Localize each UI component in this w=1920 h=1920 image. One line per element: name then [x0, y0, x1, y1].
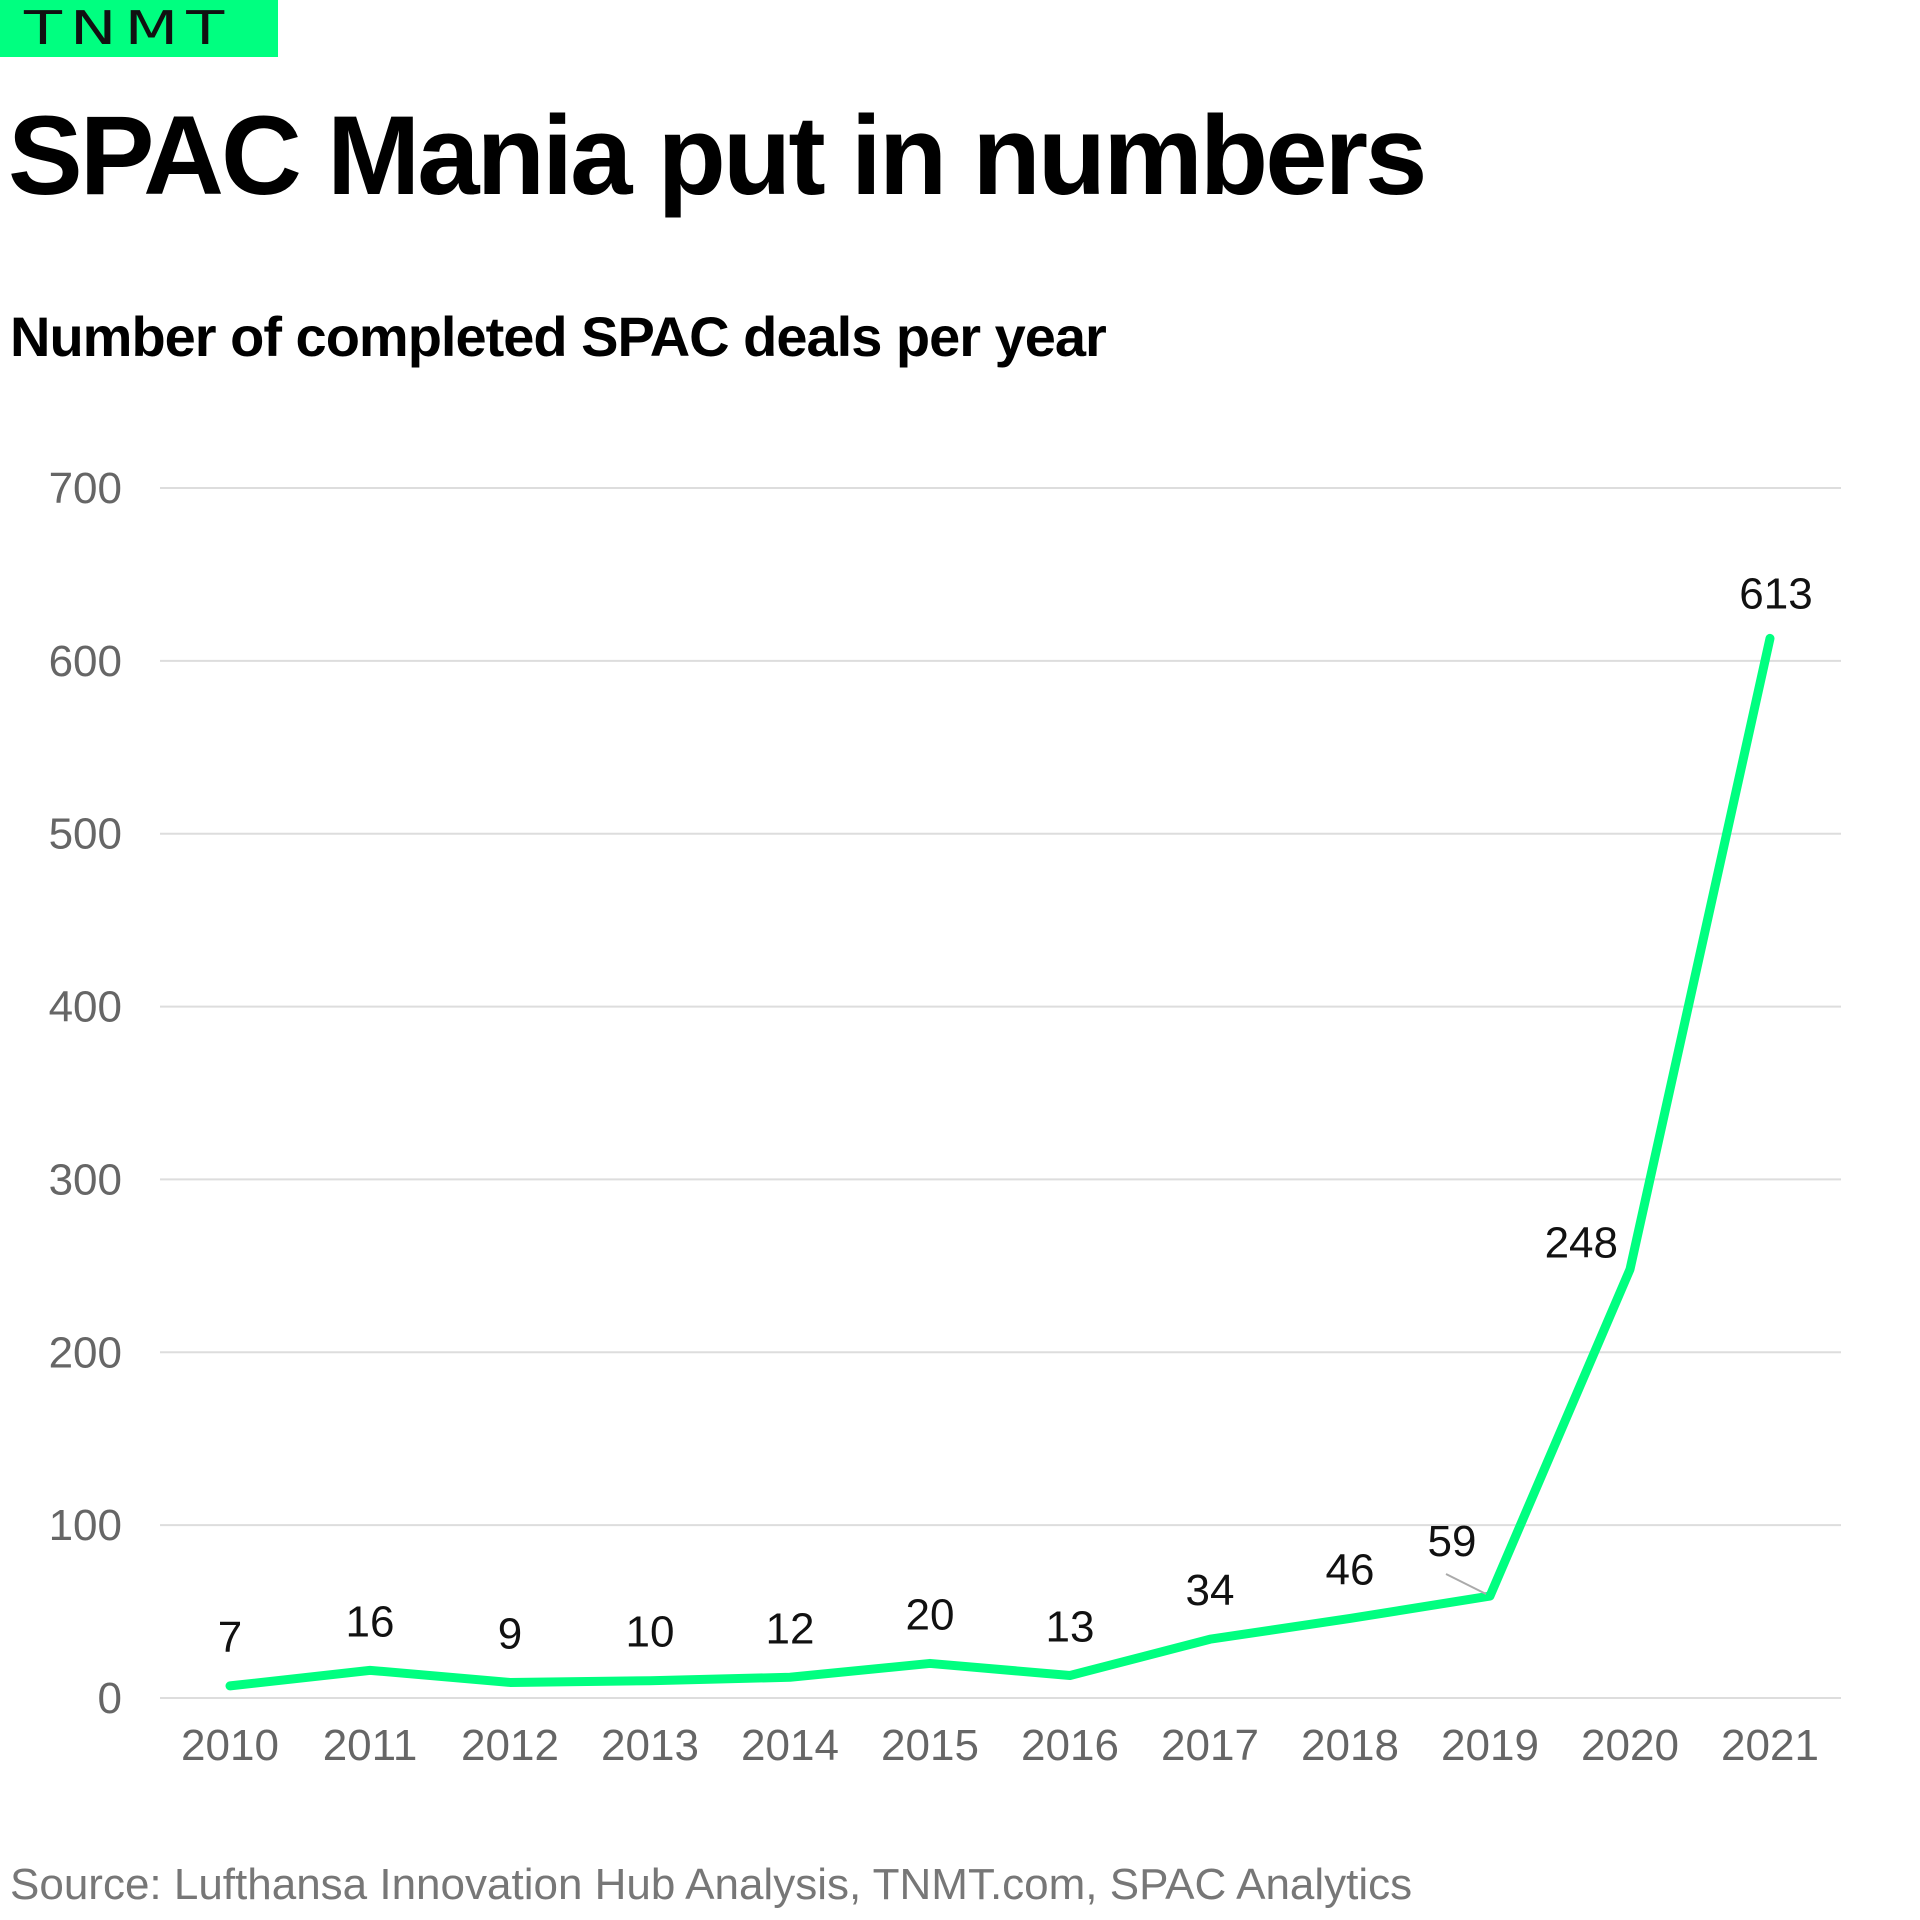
x-tick-label: 2020	[1581, 1721, 1679, 1770]
y-tick-label: 200	[49, 1328, 122, 1377]
x-axis-ticks: 2010 2011 2012 2013 2014 2015 2016 2017 2018 2019…	[181, 1721, 1819, 1770]
data-value-label: 12	[766, 1604, 815, 1653]
tnmt-logo: TNMT	[0, 0, 278, 57]
chart-title: SPAC Mania put in numbers	[8, 93, 1427, 218]
y-tick-label: 0	[98, 1674, 122, 1723]
data-value-label: 9	[498, 1609, 522, 1658]
data-value-label: 59	[1428, 1517, 1477, 1566]
x-tick-label: 2016	[1021, 1721, 1119, 1770]
label-leader-line	[1445, 1573, 1487, 1595]
x-tick-label: 2015	[881, 1721, 979, 1770]
x-tick-label: 2014	[741, 1721, 839, 1770]
x-tick-label: 2012	[461, 1721, 559, 1770]
data-value-label: 20	[906, 1590, 955, 1639]
data-value-label: 34	[1186, 1566, 1235, 1615]
y-tick-label: 600	[49, 637, 122, 686]
data-value-label: 613	[1739, 569, 1812, 618]
x-tick-label: 2018	[1301, 1721, 1399, 1770]
x-tick-label: 2019	[1441, 1721, 1539, 1770]
gridlines	[160, 487, 1841, 1699]
y-tick-label: 400	[49, 983, 122, 1032]
logo-text: TNMT	[24, 1, 233, 55]
data-value-label: 7	[218, 1613, 242, 1662]
chart-subtitle: Number of completed SPAC deals per year	[10, 305, 1107, 368]
data-line	[225, 633, 1775, 1691]
y-tick-label: 300	[49, 1155, 122, 1204]
x-tick-label: 2013	[601, 1721, 699, 1770]
data-value-label: 16	[346, 1597, 395, 1646]
data-value-label: 46	[1326, 1545, 1375, 1594]
y-tick-label: 100	[49, 1501, 122, 1550]
data-value-label: 10	[626, 1608, 675, 1657]
y-axis-ticks: 0 100 200 300 400 500 600 700	[49, 464, 122, 1723]
source-note: Source: Lufthansa Innovation Hub Analysi…	[10, 1860, 1413, 1909]
y-tick-label: 500	[49, 810, 122, 859]
y-tick-label: 700	[49, 464, 122, 513]
x-tick-label: 2010	[181, 1721, 279, 1770]
x-tick-label: 2021	[1721, 1721, 1819, 1770]
x-tick-label: 2017	[1161, 1721, 1259, 1770]
data-value-label: 13	[1046, 1603, 1095, 1652]
x-tick-label: 2011	[323, 1721, 418, 1770]
data-value-label: 248	[1545, 1218, 1618, 1267]
data-labels: 7 16 9 10 12 20 13 34 46 59 248 613	[218, 569, 1813, 1662]
